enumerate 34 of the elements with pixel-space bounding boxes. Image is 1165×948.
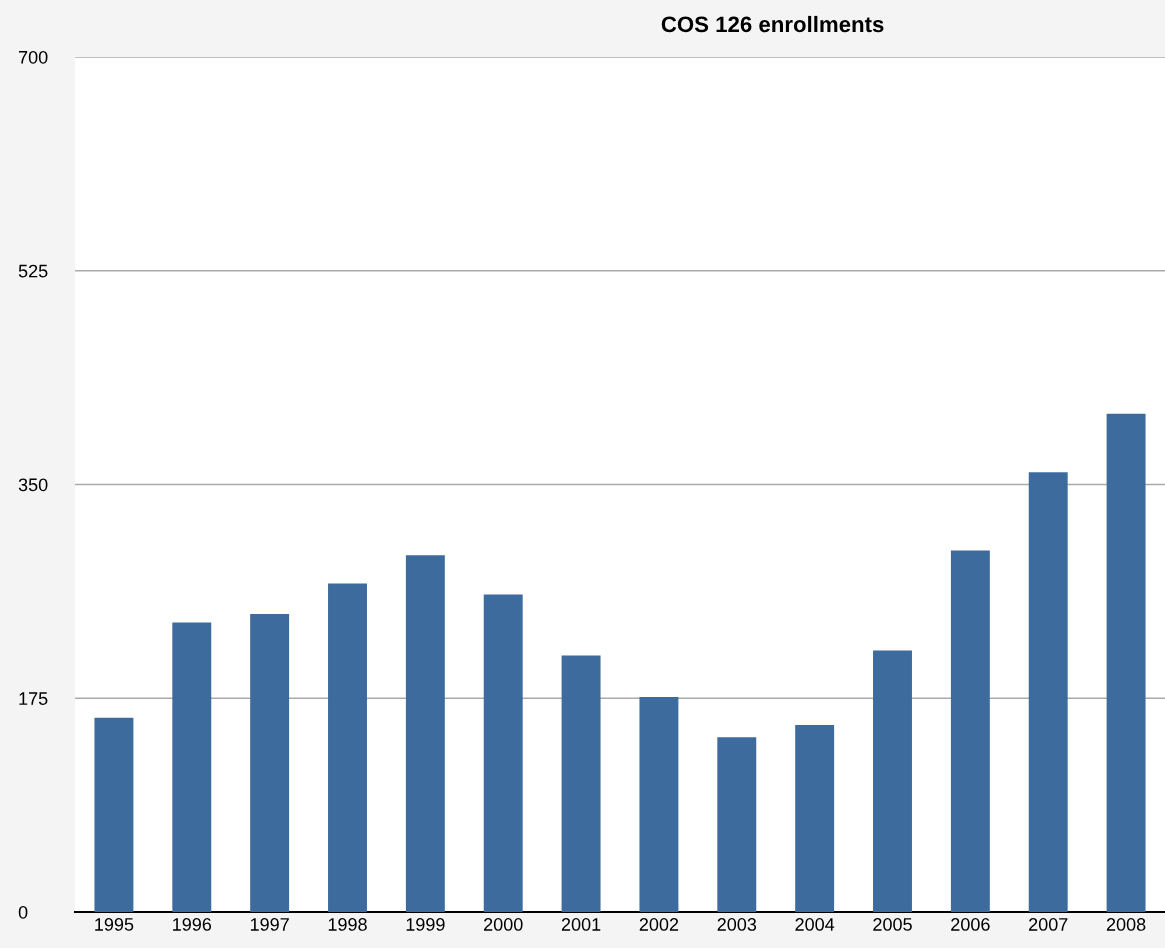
bar	[1106, 413, 1146, 912]
y-tick-label: 350	[18, 478, 48, 492]
x-tick-label: 2003	[717, 918, 757, 931]
x-tick-label: 1995	[95, 918, 134, 931]
bar	[405, 555, 445, 912]
bar	[950, 550, 990, 912]
x-tick-label: 2008	[1106, 918, 1146, 931]
bar	[639, 697, 679, 912]
x-tick-label: 1997	[250, 918, 289, 931]
y-tick-label: 525	[18, 264, 48, 278]
bar	[328, 583, 367, 912]
x-tick-label: 1998	[328, 918, 367, 931]
bar	[873, 650, 912, 912]
x-tick-label: 2002	[639, 918, 679, 931]
x-tick-label: 2004	[795, 918, 835, 931]
y-tick-label: 175	[19, 692, 48, 705]
chart-title: COS 126 enrollments	[661, 15, 884, 33]
bar	[94, 717, 134, 912]
bar	[172, 622, 212, 912]
x-tick-label: 2000	[484, 918, 523, 931]
bar	[1028, 472, 1068, 912]
bar	[250, 613, 290, 912]
y-tick-label: 0	[18, 905, 28, 919]
bar	[717, 737, 757, 912]
bar	[483, 594, 523, 912]
x-tick-label: 1996	[173, 918, 212, 931]
x-tick-label: 1999	[406, 918, 445, 931]
bar	[561, 655, 601, 912]
x-tick-label: 2001	[561, 918, 601, 931]
x-tick-label: 2005	[873, 918, 912, 931]
y-tick-label: 700	[18, 50, 48, 64]
x-tick-label: 2006	[951, 918, 990, 931]
bar	[795, 725, 835, 912]
x-tick-label: 2007	[1029, 918, 1068, 931]
